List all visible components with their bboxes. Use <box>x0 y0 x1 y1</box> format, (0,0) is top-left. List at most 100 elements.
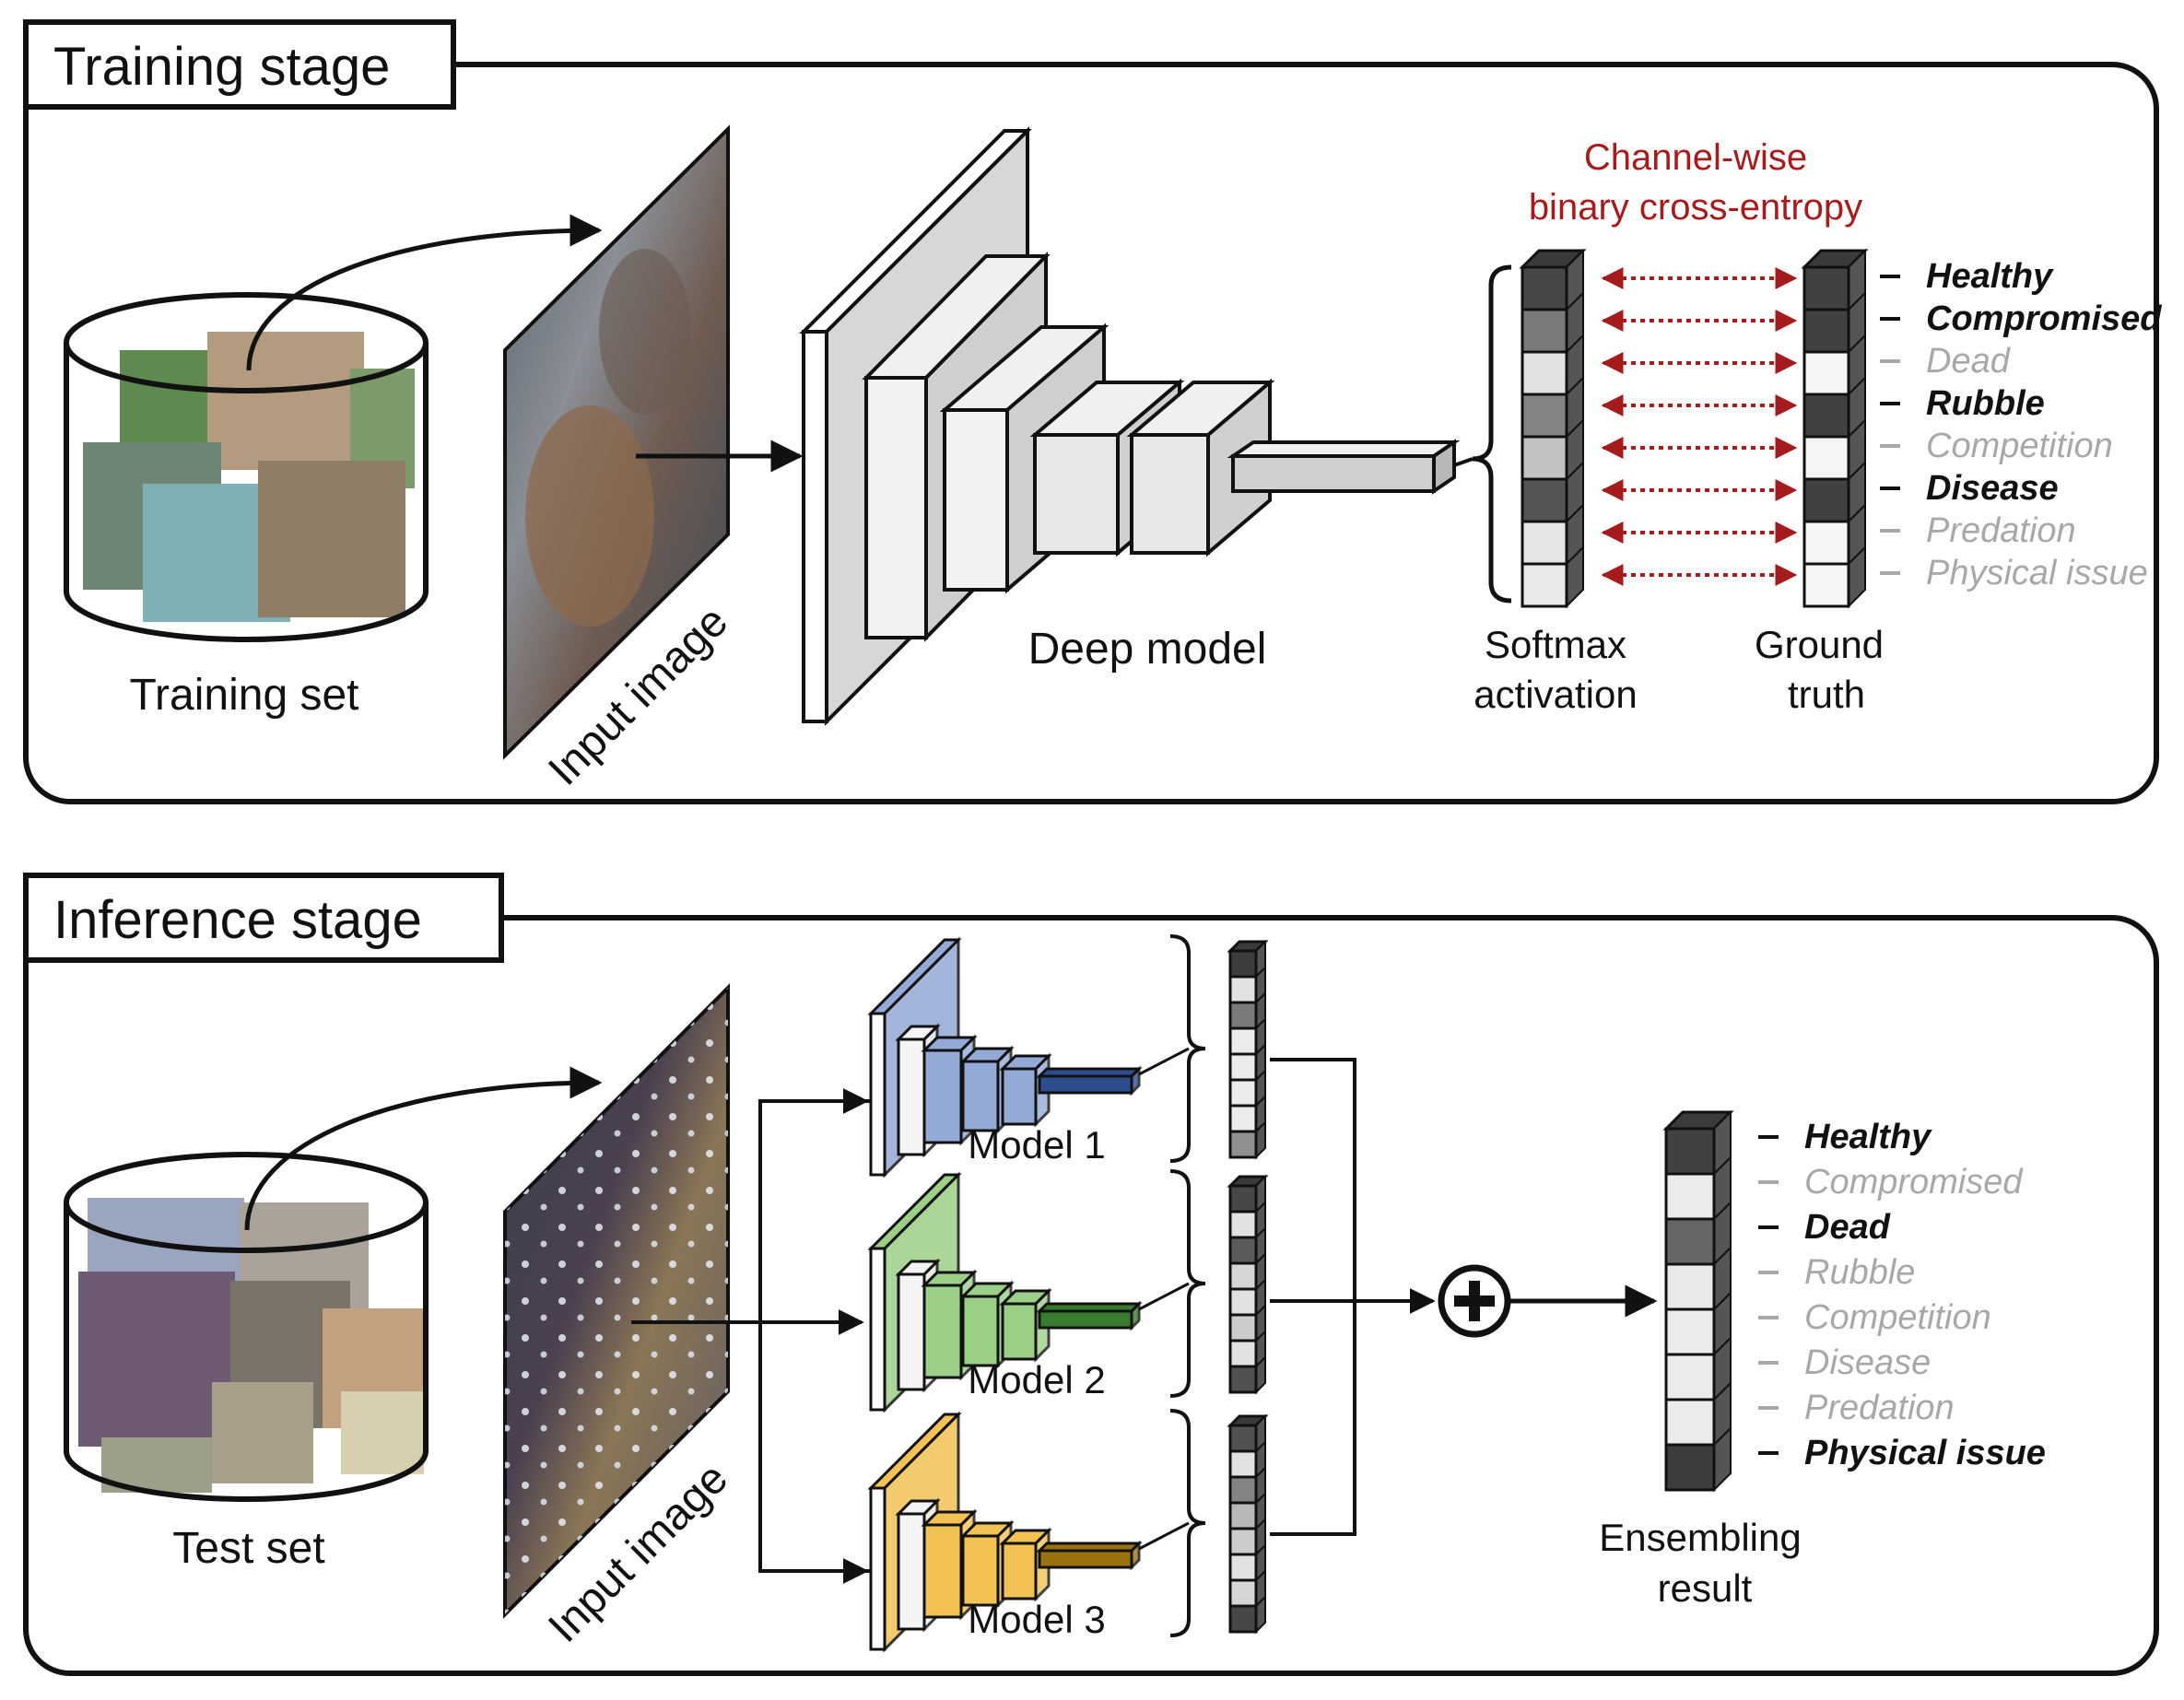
inference-stage-panel: Inference stage Test set Input image <box>23 873 2159 1676</box>
model-output-cell <box>1228 1236 1258 1265</box>
class-label: Rubble <box>1804 1253 1915 1292</box>
model-label: Model 2 <box>968 1358 1105 1401</box>
dataset-thumbnail <box>120 350 221 451</box>
ensemble-models: Model 1 Model 2 Model 3 <box>867 934 1269 1653</box>
model-output-cell <box>1228 1052 1258 1082</box>
softmax-cell <box>1521 520 1568 566</box>
training-stage-title: Training stage <box>53 37 390 97</box>
class-label: Healthy <box>1926 257 2054 296</box>
model-output-cell <box>1228 1184 1258 1213</box>
inference-class-list: Healthy Compromised Dead Rubble Competition D… <box>1758 1118 2046 1472</box>
inference-stage-title: Inference stage <box>53 890 422 950</box>
model-output-cell <box>1228 1604 1258 1634</box>
class-label: Physical issue <box>1804 1434 2046 1472</box>
softmax-label-line1: Softmax <box>1485 623 1626 666</box>
ground-truth-cell <box>1802 562 1850 608</box>
softmax-cell <box>1521 562 1568 608</box>
dataset-thumbnail <box>258 461 405 617</box>
model-output-cell <box>1228 1026 1258 1056</box>
softmax-cell <box>1521 477 1568 523</box>
class-label: Disease <box>1804 1343 1931 1382</box>
model-output-cell <box>1228 1210 1258 1239</box>
class-label: Competition <box>1926 427 2113 465</box>
ensemble-label-line2: result <box>1658 1566 1753 1610</box>
softmax-vector <box>1519 248 1587 609</box>
model-output-cell <box>1228 949 1258 979</box>
class-label: Compromised <box>1804 1163 2024 1202</box>
loss-label-line1: Channel-wise <box>1584 137 1807 178</box>
model-output-cell <box>1228 1001 1258 1030</box>
class-label: Healthy <box>1804 1118 1932 1156</box>
ensemble-vector <box>1662 1109 1734 1493</box>
model-output-cell <box>1228 1501 1258 1530</box>
model-output-cell <box>1228 1261 1258 1291</box>
inference-input-image <box>503 983 730 1619</box>
ground-truth-cell <box>1802 265 1850 311</box>
loss-label-line2: binary cross-entropy <box>1529 187 1862 228</box>
softmax-cell <box>1521 308 1568 354</box>
ensemble-cell <box>1664 1172 1716 1221</box>
ground-truth-cell <box>1802 350 1850 396</box>
class-label: Predation <box>1926 511 2076 550</box>
model-output-cell <box>1228 1104 1258 1133</box>
test-set-cylinder <box>64 1066 603 1502</box>
ensemble-cell <box>1664 1127 1716 1176</box>
class-label: Physical issue <box>1926 554 2148 592</box>
class-label: Dead <box>1804 1208 1891 1247</box>
class-label: Disease <box>1926 469 2059 508</box>
model-2: Model 2 <box>867 1169 1269 1413</box>
model-3: Model 3 <box>867 1409 1269 1653</box>
test-set-label: Test set <box>172 1524 324 1573</box>
ensemble-cell <box>1664 1262 1716 1311</box>
class-label: Rubble <box>1926 384 2045 423</box>
training-input-image <box>503 124 730 760</box>
class-label: Predation <box>1804 1389 1955 1427</box>
ground-truth-label-line1: Ground <box>1755 623 1884 666</box>
ensemble-label-line1: Ensembling <box>1599 1516 1801 1559</box>
ground-truth-cell <box>1802 308 1850 354</box>
sample-arrow <box>244 1066 603 1231</box>
model-output-cell <box>1228 1424 1258 1453</box>
model-output-cell <box>1228 1313 1258 1342</box>
dataset-thumbnail <box>341 1391 424 1474</box>
sample-arrow <box>246 214 603 371</box>
deep-model-network <box>799 126 1461 726</box>
ensemble-plus-icon <box>1438 1264 1511 1338</box>
class-label: Dead <box>1926 342 2012 381</box>
softmax-cell <box>1521 350 1568 396</box>
ensemble-cell <box>1664 1398 1716 1447</box>
model-label: Model 1 <box>968 1123 1105 1167</box>
model-output-cell <box>1228 1078 1258 1108</box>
ground-truth-label-line2: truth <box>1788 673 1865 716</box>
inference-title-box <box>23 873 504 963</box>
model-brace <box>1169 1409 1206 1637</box>
model-output-cell <box>1228 1527 1258 1556</box>
model-output-cell <box>1228 1287 1258 1317</box>
class-label: Compromised <box>1926 299 2162 338</box>
model-1: Model 1 <box>867 934 1269 1178</box>
model-to-brace-connector <box>1453 457 1474 467</box>
model-output-cell <box>1228 1130 1258 1159</box>
ensemble-cell <box>1664 1307 1716 1356</box>
model-brace <box>1169 1169 1206 1398</box>
ground-truth-cell <box>1802 393 1850 439</box>
model-output-cell <box>1228 1578 1258 1608</box>
model-output-cell <box>1228 1475 1258 1505</box>
ground-truth-vector <box>1801 248 1869 609</box>
training-set-cylinder <box>64 214 603 642</box>
training-stage-panel: Training stage Training set Input image <box>23 19 2162 804</box>
input-split-arrows <box>631 1088 871 1584</box>
ground-truth-cell <box>1802 477 1850 523</box>
model-output-cell <box>1228 1365 1258 1394</box>
dataset-thumbnail <box>207 332 364 470</box>
deep-model-label: Deep model <box>1028 625 1267 674</box>
model-output-cell <box>1228 1339 1258 1368</box>
softmax-label-line2: activation <box>1474 673 1637 716</box>
softmax-cell <box>1521 393 1568 439</box>
training-set-label: Training set <box>130 671 359 720</box>
model-label: Model 3 <box>968 1598 1105 1641</box>
ensemble-cell <box>1664 1443 1716 1492</box>
model-output-cell <box>1228 975 1258 1004</box>
ground-truth-cell <box>1802 520 1850 566</box>
